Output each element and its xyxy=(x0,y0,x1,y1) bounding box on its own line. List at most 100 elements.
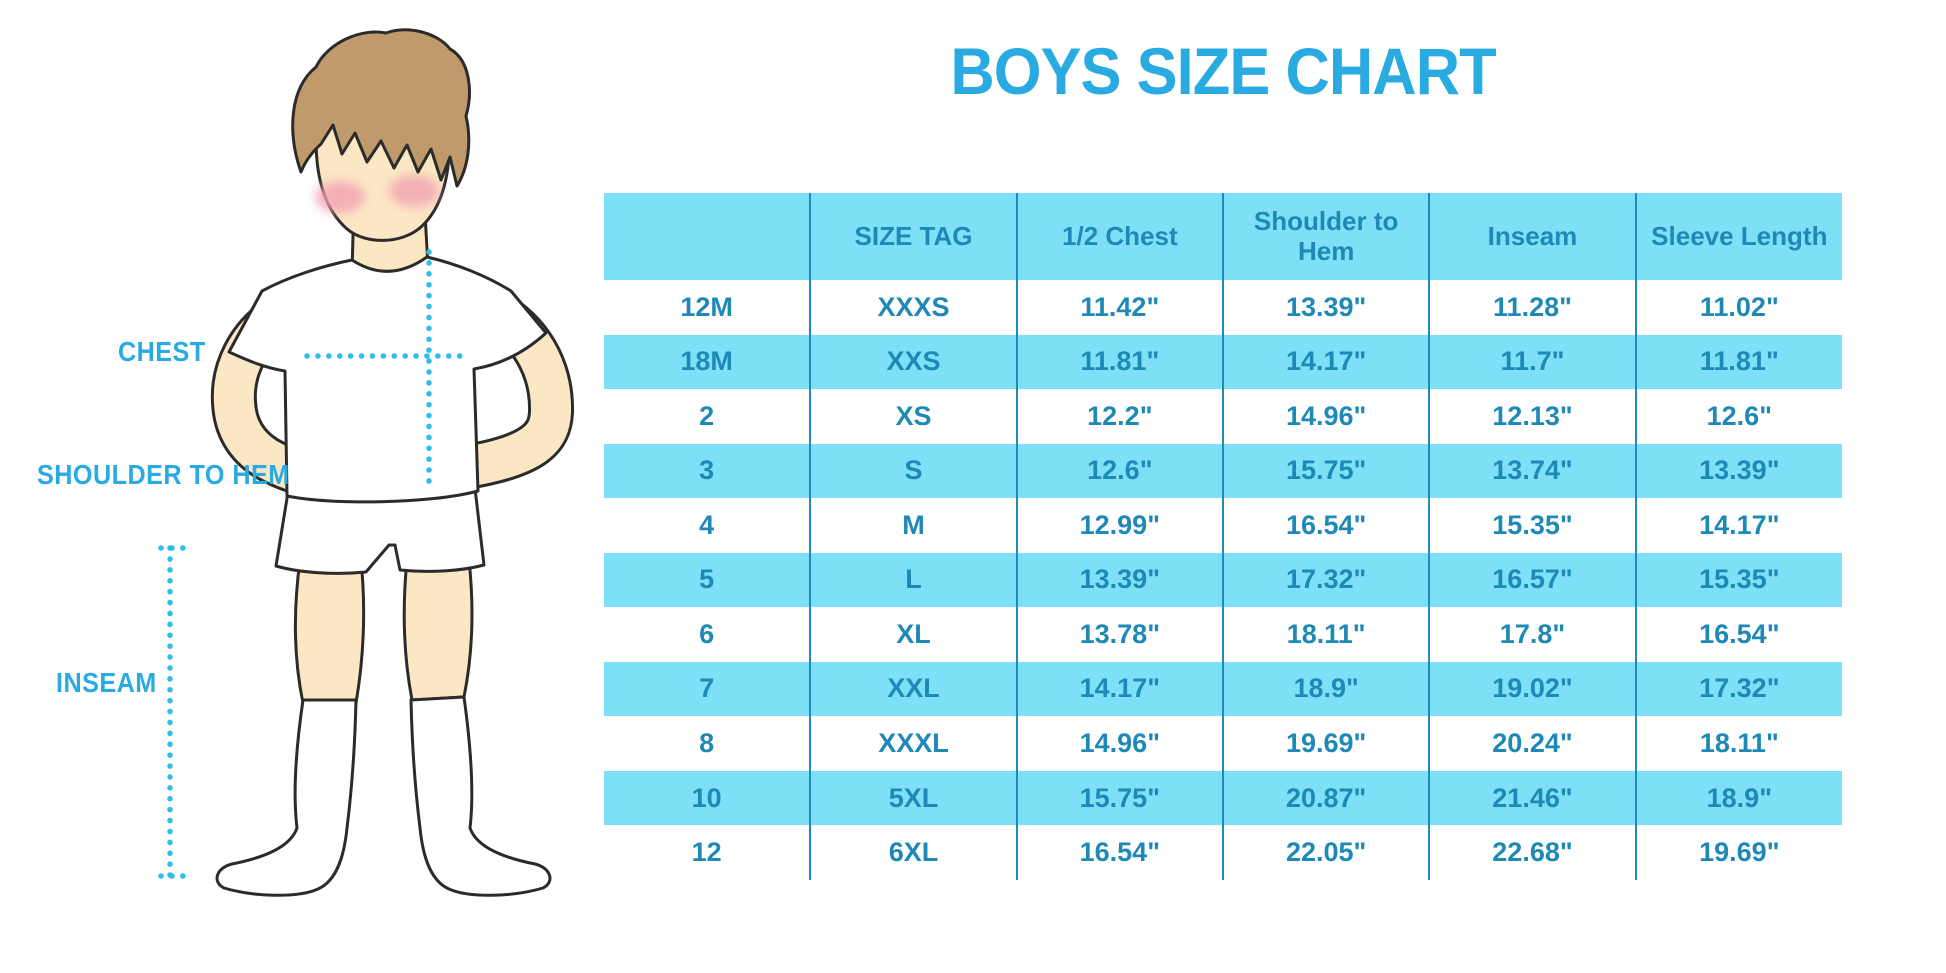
table-cell: 14.17" xyxy=(1634,498,1842,553)
table-cell: S xyxy=(809,443,1017,499)
table-row: 2 XS 12.2" 14.96" 12.13" 12.6" xyxy=(604,389,1842,444)
table-cell: 14.96" xyxy=(1015,716,1223,771)
table-row: 18M XXS 11.81" 14.17" 11.7" 11.81" xyxy=(604,334,1842,390)
table-cell: 13.39" xyxy=(1015,552,1223,608)
table-cell: 12.6" xyxy=(1634,389,1842,444)
right-cheek-blush xyxy=(389,175,439,207)
size-table: SIZE TAG 1/2 Chest Shoulder to Hem Inseam Sl… xyxy=(604,193,1842,880)
table-cell: 6XL xyxy=(809,825,1017,880)
table-row: 4 M 12.99" 16.54" 15.35" 14.17" xyxy=(604,498,1842,553)
table-cell: 12 xyxy=(691,837,722,868)
table-row: 12 6XL 16.54" 22.05" 22.68" 19.69" xyxy=(604,825,1842,880)
right-leg xyxy=(402,558,474,702)
measurement-lines xyxy=(158,249,465,879)
table-cell: XXXS xyxy=(809,280,1017,335)
table-cell: 3 xyxy=(699,455,715,486)
table-cell: 12.13" xyxy=(1428,389,1636,444)
table-row: 5 L 13.39" 17.32" 16.57" 15.35" xyxy=(604,552,1842,608)
table-cell: XXL xyxy=(809,661,1017,717)
column-header: Inseam xyxy=(1428,193,1636,280)
boy-measurement-figure xyxy=(158,28,575,897)
table-cell: 18.11" xyxy=(1221,607,1430,662)
header-row: SIZE TAG 1/2 Chest Shoulder to Hem Inseam Sl… xyxy=(604,193,1842,280)
left-cheek-blush xyxy=(315,181,365,213)
table-cell: 13.78" xyxy=(1015,607,1223,662)
table-cell: M xyxy=(809,498,1017,553)
hair xyxy=(291,28,471,188)
table-cell: 16.54" xyxy=(1634,607,1842,662)
table-row: 8 XXXL 14.96" 19.69" 20.24" 18.11" xyxy=(604,716,1842,771)
table-cell: 14.17" xyxy=(1015,661,1223,717)
table-cell: 18.11" xyxy=(1634,716,1842,771)
column-header: Shoulder to Hem xyxy=(1221,193,1430,280)
table-cell: XXXL xyxy=(809,716,1017,771)
table-cell: 17.32" xyxy=(1221,552,1430,608)
size-table-head: SIZE TAG 1/2 Chest Shoulder to Hem Inseam Sl… xyxy=(604,193,1842,280)
table-cell: 2 xyxy=(699,400,715,431)
table-cell: 19.69" xyxy=(1221,716,1430,771)
table-cell: 15.35" xyxy=(1634,552,1842,608)
table-cell: 22.68" xyxy=(1428,825,1636,880)
table-cell: 11.28" xyxy=(1428,280,1636,335)
table-cell: 13.39" xyxy=(1634,443,1842,499)
table-cell: XS xyxy=(809,389,1017,444)
table-cell: XXS xyxy=(809,334,1017,390)
table-row: 3 S 12.6" 15.75" 13.74" 13.39" xyxy=(604,443,1842,499)
table-cell: 17.8" xyxy=(1428,607,1636,662)
table-cell: XL xyxy=(809,607,1017,662)
size-table-body: 12M XXXS 11.42" 13.39" 11.28" 11.02" 18M XXS 11.… xyxy=(604,280,1842,880)
table-cell: 18.9" xyxy=(1221,661,1430,717)
table-cell: 14.17" xyxy=(1221,334,1430,390)
table-cell: 6 xyxy=(699,618,715,649)
table-cell: 12.6" xyxy=(1015,443,1223,499)
table-cell: 11.81" xyxy=(1015,334,1223,390)
shoulder-to-hem-label: SHOULDER TO HEM xyxy=(37,459,290,490)
table-cell: 16.57" xyxy=(1428,552,1636,608)
column-header: Sleeve Length xyxy=(1634,193,1842,280)
column-header: SIZE TAG xyxy=(809,193,1017,280)
table-cell: 12M xyxy=(680,291,733,322)
table-cell: 5 xyxy=(699,564,715,595)
column-header xyxy=(604,193,811,280)
table-cell: 13.74" xyxy=(1428,443,1636,499)
table-cell: 11.02" xyxy=(1634,280,1842,335)
table-row: 6 XL 13.78" 18.11" 17.8" 16.54" xyxy=(604,607,1842,662)
table-cell: 10 xyxy=(691,782,722,813)
table-cell: 5XL xyxy=(809,770,1017,826)
table-row: 12M XXXS 11.42" 13.39" 11.28" 11.02" xyxy=(604,280,1842,335)
page-title: BOYS SIZE CHART xyxy=(950,34,1496,108)
table-cell: 18.9" xyxy=(1634,770,1842,826)
table-row: 7 XXL 14.17" 18.9" 19.02" 17.32" xyxy=(604,661,1842,717)
table-cell: 7 xyxy=(699,673,715,704)
table-cell: 20.87" xyxy=(1221,770,1430,826)
table-cell: L xyxy=(809,552,1017,608)
inseam-label: INSEAM xyxy=(56,667,157,698)
table-cell: 11.81" xyxy=(1634,334,1842,390)
table-cell: 16.54" xyxy=(1015,825,1223,880)
table-cell: 12.2" xyxy=(1015,389,1223,444)
left-leg xyxy=(293,558,366,705)
table-cell: 19.69" xyxy=(1634,825,1842,880)
left-sock xyxy=(215,698,358,897)
right-sock xyxy=(409,695,552,897)
table-cell: 8 xyxy=(699,728,715,759)
table-cell: 21.46" xyxy=(1428,770,1636,826)
table-cell: 15.75" xyxy=(1221,443,1430,499)
shorts xyxy=(274,478,486,575)
table-cell: 22.05" xyxy=(1221,825,1430,880)
table-cell: 13.39" xyxy=(1221,280,1430,335)
chest-label: CHEST xyxy=(118,336,206,367)
table-cell: 17.32" xyxy=(1634,661,1842,717)
table-row: 10 5XL 15.75" 20.87" 21.46" 18.9" xyxy=(604,770,1842,826)
table-cell: 4 xyxy=(699,509,715,540)
t-shirt xyxy=(227,255,548,504)
table-cell: 12.99" xyxy=(1015,498,1223,553)
table-cell: 15.75" xyxy=(1015,770,1223,826)
table-cell: 20.24" xyxy=(1428,716,1636,771)
column-header: 1/2 Chest xyxy=(1015,193,1223,280)
table-cell: 11.42" xyxy=(1015,280,1223,335)
table-cell: 11.7" xyxy=(1428,334,1636,390)
table-cell: 14.96" xyxy=(1221,389,1430,444)
table-cell: 18M xyxy=(680,346,733,377)
